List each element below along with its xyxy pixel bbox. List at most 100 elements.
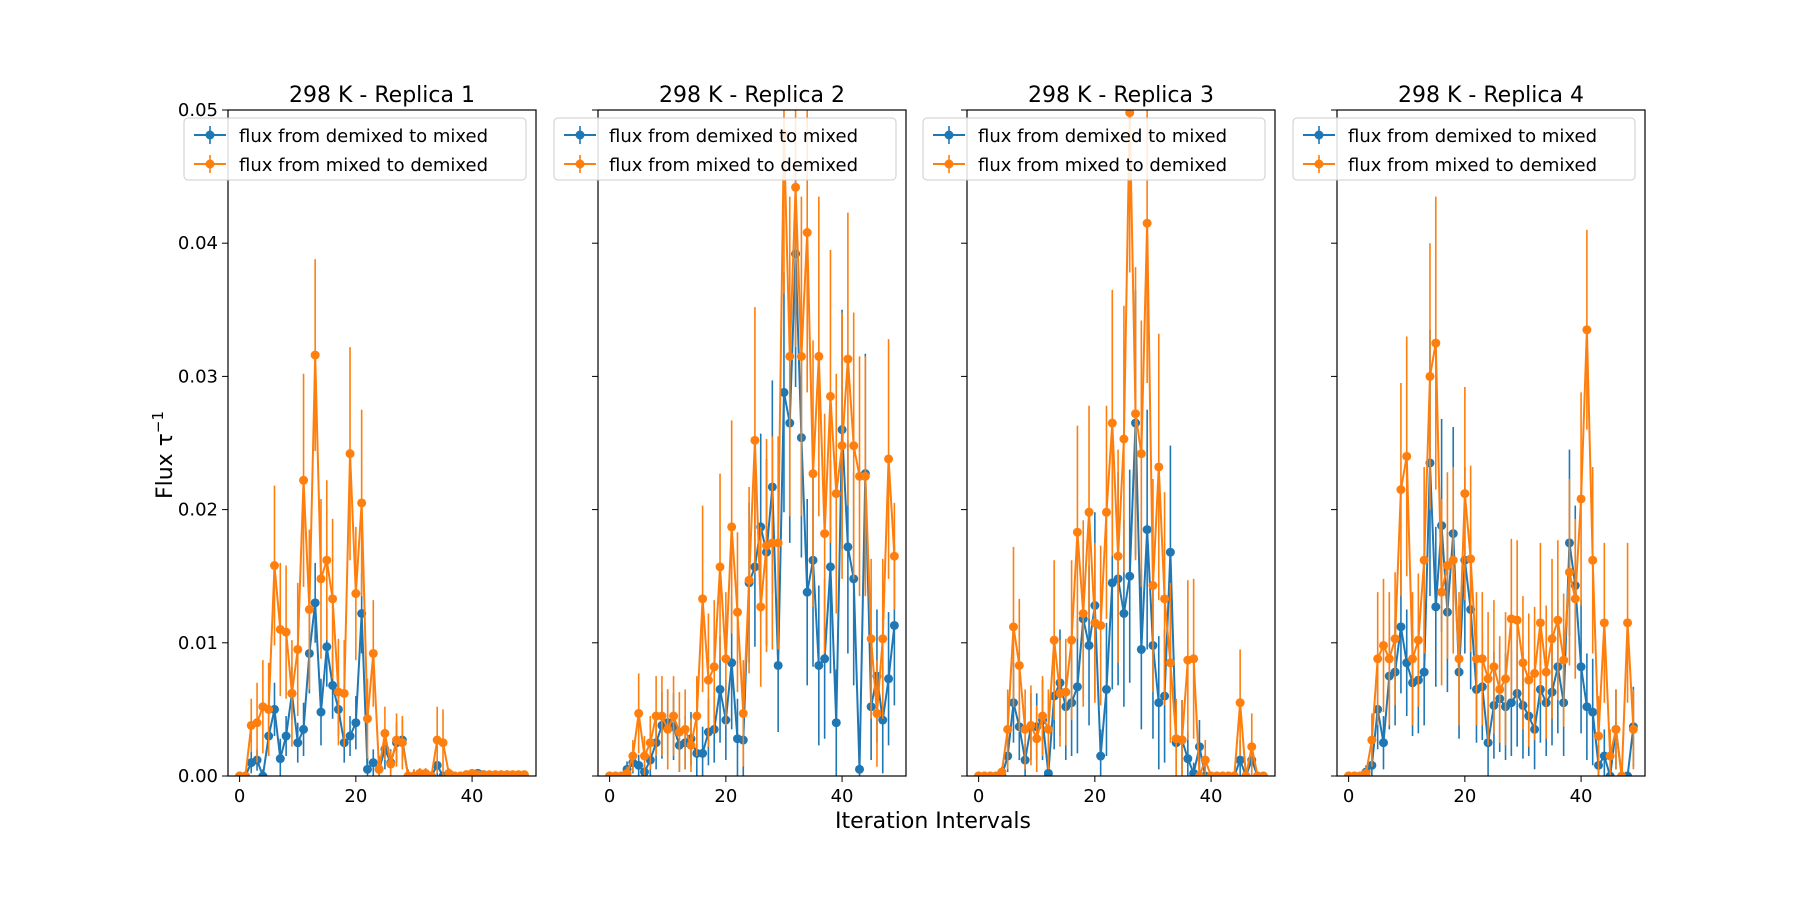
data-point — [380, 728, 390, 738]
data-point — [368, 758, 378, 768]
data-point — [1524, 675, 1534, 685]
data-point — [779, 387, 789, 397]
data-point — [1235, 755, 1245, 765]
data-point — [657, 711, 667, 721]
data-point — [1431, 338, 1441, 348]
x-tick-label: 40 — [1200, 786, 1223, 807]
legend-label: flux from mixed to demixed — [239, 155, 488, 176]
data-point — [351, 589, 361, 599]
data-point — [304, 605, 314, 614]
plot-area — [1344, 196, 1638, 776]
data-point — [1125, 571, 1135, 581]
data-point — [1367, 735, 1377, 745]
data-point — [1454, 654, 1464, 664]
data-point — [328, 594, 338, 604]
data-point — [732, 607, 742, 617]
data-point — [703, 675, 713, 685]
series-line — [609, 133, 896, 776]
data-point — [1396, 622, 1406, 632]
y-tick-label: 0.03 — [178, 366, 218, 387]
data-point — [1547, 634, 1557, 644]
data-point — [1200, 755, 1210, 765]
series-line — [1348, 329, 1635, 776]
x-tick-label: 40 — [831, 786, 854, 807]
data-point — [1535, 618, 1545, 628]
panel-title: 298 K - Replica 2 — [659, 83, 845, 108]
data-point — [299, 475, 309, 485]
data-point — [698, 594, 708, 604]
data-point — [1067, 635, 1077, 645]
data-point — [426, 771, 436, 776]
data-point — [1125, 110, 1135, 118]
data-point — [269, 561, 279, 571]
legend-marker — [205, 130, 215, 140]
panels: 298 K - Replica 1 0 20 40 0.00 0.01 0.02 0.03 0.… — [178, 83, 1646, 807]
data-point — [1512, 615, 1522, 625]
data-point — [1032, 734, 1042, 744]
data-point — [1177, 735, 1187, 745]
data-point — [357, 498, 367, 508]
data-point — [680, 724, 690, 734]
data-point — [281, 627, 291, 637]
data-point — [663, 724, 673, 734]
data-point — [1194, 771, 1204, 776]
data-point — [715, 562, 725, 572]
data-point — [1477, 654, 1487, 664]
data-point — [1466, 554, 1476, 564]
x-tick-label: 40 — [461, 786, 484, 807]
data-point — [1136, 449, 1146, 459]
series-1 — [974, 289, 1268, 776]
data-point — [1113, 551, 1123, 561]
legend-label: flux from demixed to mixed — [239, 126, 488, 147]
data-point — [299, 724, 309, 734]
data-point — [1165, 658, 1175, 668]
data-point — [275, 754, 285, 764]
x-tick-label: 20 — [1453, 786, 1476, 807]
data-point — [773, 538, 783, 548]
data-point — [1096, 751, 1106, 761]
data-point — [1061, 687, 1071, 697]
data-point — [727, 522, 737, 532]
data-point — [1194, 742, 1204, 752]
data-point — [1599, 618, 1609, 628]
legend-marker — [944, 159, 954, 169]
data-point — [1008, 622, 1018, 632]
data-point — [1101, 507, 1111, 517]
panel-3: 298 K - Replica 3 0 20 40 flux from demixed … — [922, 83, 1276, 807]
data-point — [686, 740, 696, 750]
data-point — [744, 575, 754, 585]
data-point — [1096, 620, 1106, 630]
data-point — [1582, 702, 1592, 712]
data-point — [1026, 720, 1036, 730]
data-point — [997, 767, 1007, 776]
data-point — [878, 634, 888, 644]
data-point — [849, 441, 859, 451]
data-point — [1425, 371, 1435, 381]
data-point — [1049, 635, 1059, 645]
data-point — [1408, 654, 1418, 664]
data-point — [1611, 724, 1621, 734]
x-tick-label: 20 — [1083, 786, 1106, 807]
legend-label: flux from demixed to mixed — [1348, 126, 1597, 147]
y-tick-label: 0.04 — [178, 233, 218, 254]
data-point — [878, 715, 888, 725]
data-point — [397, 738, 407, 748]
series-line — [239, 355, 525, 776]
data-point — [634, 760, 644, 770]
data-point — [519, 770, 529, 776]
data-point — [1564, 567, 1574, 577]
data-point — [1101, 684, 1111, 694]
y-axis-label: Flux τ−1 — [149, 411, 178, 499]
data-point — [791, 182, 801, 192]
plot-area — [605, 110, 899, 776]
data-point — [1605, 751, 1615, 761]
panel-title: 298 K - Replica 3 — [1028, 83, 1214, 108]
legend: flux from demixed to mixed flux from mixe… — [553, 117, 897, 181]
data-point — [855, 764, 865, 774]
data-point — [1142, 218, 1152, 228]
data-point — [1378, 640, 1388, 650]
data-point — [1038, 711, 1048, 721]
data-point — [1576, 494, 1586, 504]
y-tick-label: 0.00 — [178, 766, 218, 787]
